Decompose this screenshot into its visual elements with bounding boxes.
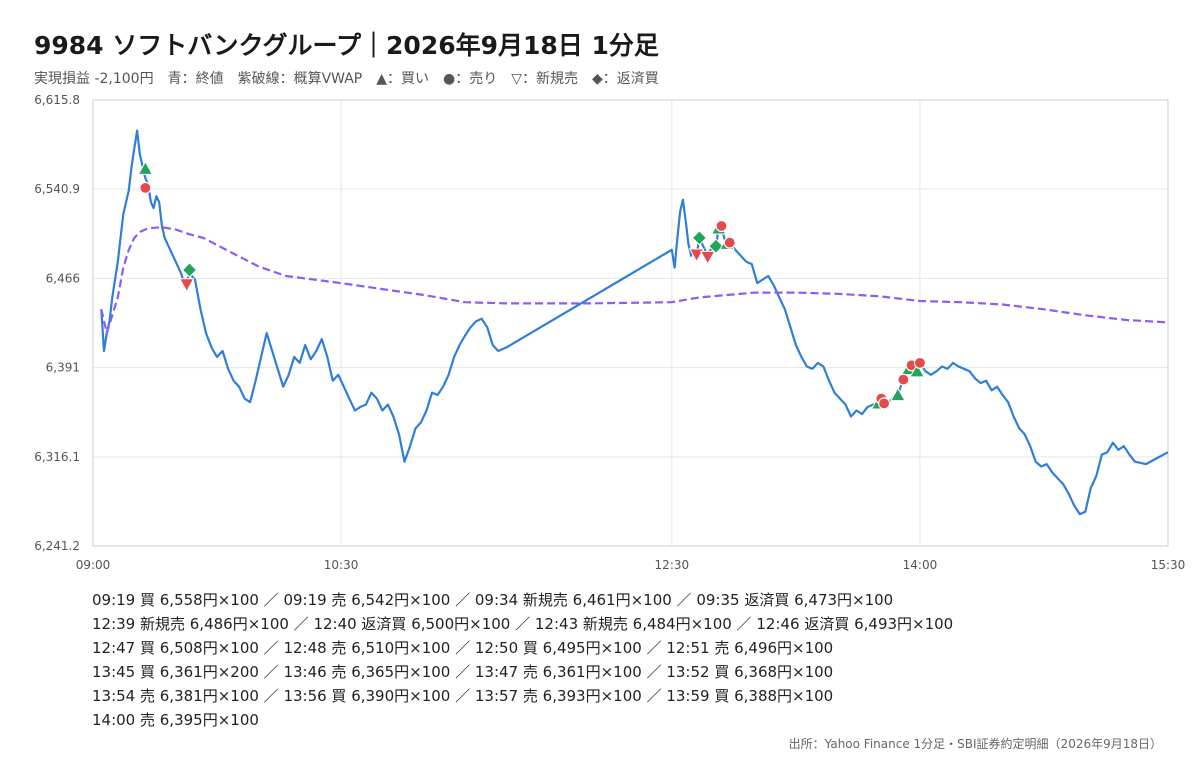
x-tick-label: 14:00 bbox=[903, 558, 938, 572]
sell-marker bbox=[877, 397, 891, 410]
source-note: 出所：Yahoo Finance 1分足・SBI証券約定明細（2026年9月18… bbox=[788, 737, 1162, 751]
x-tick-label: 12:30 bbox=[655, 558, 690, 572]
sell-marker bbox=[897, 373, 910, 386]
x-tick-label: 09:00 bbox=[76, 558, 111, 572]
short-sell-marker bbox=[688, 248, 705, 263]
grid-lines bbox=[92, 99, 1169, 547]
x-tick-label: 15:30 bbox=[1151, 558, 1186, 572]
trade-line: 13:45 買 6,361円×200 ／ 13:46 売 6,365円×100 … bbox=[92, 663, 834, 681]
short-sell-marker bbox=[178, 278, 195, 293]
y-tick-label: 6,316.1 bbox=[34, 450, 80, 464]
y-axis-ticks: 6,241.2 6,316.1 6,391 6,466 6,540.9 6,615.8 bbox=[34, 93, 80, 553]
plot-frame bbox=[92, 99, 1169, 547]
x-tick-label: 10:30 bbox=[324, 558, 359, 572]
cover-buy-marker bbox=[181, 262, 198, 278]
x-axis-ticks: 09:00 10:30 12:30 14:00 15:30 bbox=[76, 558, 1186, 572]
y-tick-label: 6,391 bbox=[46, 361, 80, 375]
buy-marker bbox=[909, 363, 926, 378]
sell-marker bbox=[139, 181, 152, 194]
buy-marker bbox=[890, 387, 906, 402]
trade-line: 09:19 買 6,558円×100 ／ 09:19 売 6,542円×100 … bbox=[92, 591, 894, 609]
short-sell-marker bbox=[699, 250, 716, 265]
sell-marker bbox=[715, 219, 728, 233]
price-chart: 6,241.2 6,316.1 6,391 6,466 6,540.9 6,615.8 0… bbox=[34, 93, 1186, 572]
sell-marker bbox=[723, 236, 736, 249]
trade-line: 13:54 売 6,381円×100 ／ 13:56 買 6,390円×100 … bbox=[92, 687, 834, 705]
vwap-line bbox=[100, 226, 1169, 335]
sell-marker bbox=[913, 356, 927, 369]
chart-title: 9984 ソフトバンクグループ｜2026年9月18日 1分足 bbox=[34, 31, 659, 60]
chart-subtitle: 実現損益 -2,100円 青：終値 紫破線：概算VWAP ▲：買い ●：売り ▽… bbox=[34, 71, 659, 87]
y-tick-label: 6,466 bbox=[46, 271, 80, 285]
cover-buy-marker bbox=[691, 230, 708, 246]
y-tick-label: 6,241.2 bbox=[34, 539, 80, 553]
trade-line: 14:00 売 6,395円×100 bbox=[92, 711, 259, 729]
y-tick-label: 6,615.8 bbox=[34, 93, 80, 107]
trade-line: 12:47 買 6,508円×100 ／ 12:48 売 6,510円×100 … bbox=[92, 639, 834, 657]
buy-marker bbox=[137, 160, 154, 175]
cover-buy-marker bbox=[708, 238, 724, 254]
trade-line: 12:39 新規売 6,486円×100 ／ 12:40 返済買 6,500円×… bbox=[92, 615, 954, 633]
trade-list: 09:19 買 6,558円×100 ／ 09:19 売 6,542円×100 … bbox=[92, 588, 953, 732]
trade-markers bbox=[137, 160, 927, 410]
y-tick-label: 6,540.9 bbox=[34, 182, 80, 196]
